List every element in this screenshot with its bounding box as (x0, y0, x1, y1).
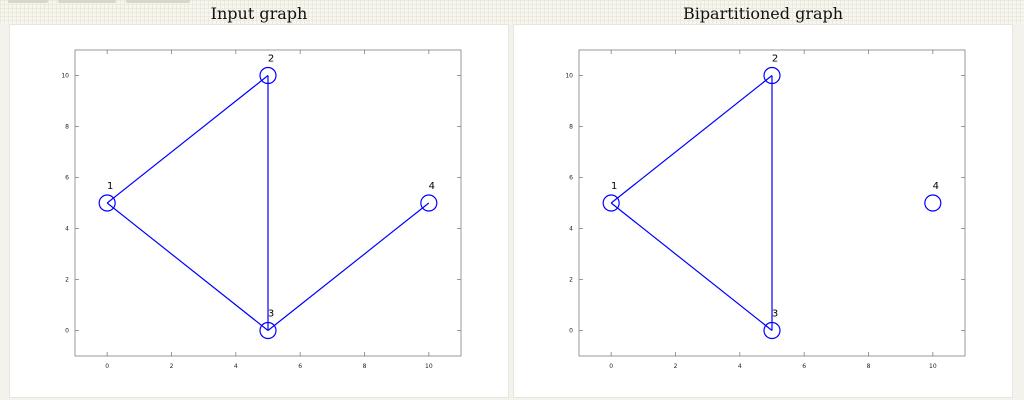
y-tick-label: 6 (65, 175, 69, 182)
x-tick-label: 0 (105, 363, 109, 370)
edge-1-2 (610, 75, 773, 204)
edge-1-3 (610, 202, 773, 331)
node-1 (602, 194, 620, 212)
y-tick-label: 4 (569, 226, 573, 233)
node-label-2: 2 (772, 54, 778, 65)
y-tick-label: 10 (61, 73, 69, 80)
x-tick-label: 6 (298, 363, 302, 370)
toolbar-tab[interactable] (58, 0, 116, 3)
panel-title-input: Input graph (210, 4, 308, 23)
y-tick-label: 0 (65, 328, 69, 335)
x-tick-label: 10 (929, 363, 937, 370)
node-3 (763, 321, 781, 340)
y-tick-label: 10 (565, 73, 573, 80)
y-tick-label: 2 (65, 277, 69, 284)
axes-frame (578, 49, 966, 357)
y-tick-label: 2 (569, 277, 573, 284)
x-tick-label: 0 (609, 363, 613, 370)
x-tick-label: 2 (170, 363, 174, 370)
x-tick-label: 8 (363, 363, 367, 370)
node-4 (924, 194, 942, 212)
x-tick-label: 2 (674, 363, 678, 370)
node-1 (98, 194, 116, 212)
x-tick-label: 4 (234, 363, 238, 370)
toolbar-strip (0, 0, 1024, 24)
node-label-1: 1 (107, 181, 113, 192)
node-label-2: 2 (268, 54, 274, 65)
node-2 (259, 66, 277, 85)
x-tick-label: 6 (802, 363, 806, 370)
node-3 (259, 321, 277, 340)
edge-1-2 (106, 75, 269, 204)
y-tick-label: 4 (65, 226, 69, 233)
node-label-1: 1 (611, 181, 617, 192)
axes-frame (74, 49, 462, 357)
edge-1-3 (106, 202, 269, 331)
x-tick-label: 10 (425, 363, 433, 370)
y-tick-label: 6 (569, 175, 573, 182)
edge-3-4 (267, 202, 430, 331)
panel-title-bipartitioned: Bipartitioned graph (682, 4, 844, 23)
x-tick-label: 8 (867, 363, 871, 370)
y-tick-label: 8 (65, 124, 69, 131)
panel-input-graph: 0 2 4 6 8 10 0 2 4 6 8 10 1 2 3 4 (9, 24, 509, 398)
node-2 (763, 66, 781, 85)
toolbar-tab[interactable] (126, 0, 190, 3)
node-label-3: 3 (268, 309, 274, 320)
y-tick-label: 8 (569, 124, 573, 131)
toolbar-tab[interactable] (8, 0, 48, 3)
node-4 (420, 194, 438, 212)
x-tick-label: 4 (738, 363, 742, 370)
y-tick-label: 0 (569, 328, 573, 335)
panel-bipartitioned-graph: 0 2 4 6 8 10 0 2 4 6 8 10 1 2 3 4 (513, 24, 1013, 398)
node-label-3: 3 (772, 309, 778, 320)
node-label-4: 4 (429, 181, 435, 192)
node-label-4: 4 (933, 181, 939, 192)
